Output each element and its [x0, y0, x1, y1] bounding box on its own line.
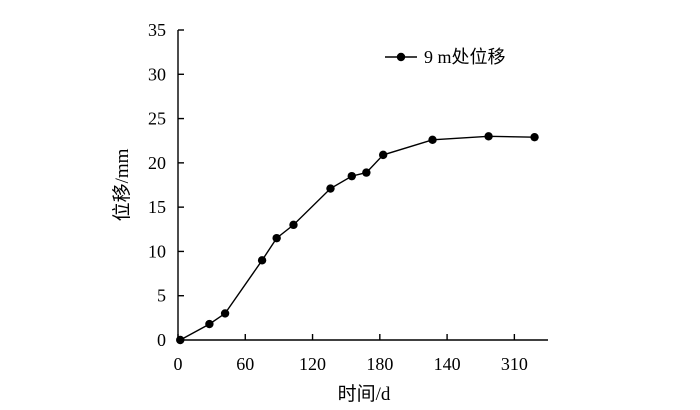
legend: 9 m处位移 — [385, 47, 506, 67]
data-point — [289, 220, 298, 230]
y-axis-ticks: 0 5 10 15 20 25 30 35 — [148, 20, 184, 350]
x-tick-label: 60 — [236, 354, 254, 374]
data-point — [257, 256, 267, 265]
y-tick-label: 35 — [148, 20, 166, 40]
data-point — [428, 135, 437, 145]
series-layer — [176, 132, 539, 345]
x-axis-title: 时间/d — [338, 383, 391, 405]
x-tick-label: 0 — [174, 354, 183, 374]
data-point — [326, 184, 335, 193]
legend-marker — [396, 52, 406, 62]
data-point — [220, 309, 230, 318]
y-tick-label: 20 — [148, 153, 166, 173]
series-line — [179, 135, 535, 341]
x-tick-label: 120 — [299, 354, 326, 374]
data-point — [362, 168, 371, 177]
x-tick-label: 180 — [366, 354, 393, 374]
x-tick-label: 140 — [434, 354, 461, 374]
data-point — [530, 132, 539, 142]
data-point — [378, 150, 388, 160]
y-tick-label: 15 — [148, 197, 166, 217]
y-tick-label: 5 — [157, 286, 166, 306]
data-point — [484, 132, 493, 141]
data-point — [272, 233, 281, 243]
legend-label: 9 m处位移 — [424, 47, 506, 67]
x-tick-label: 310 — [501, 354, 528, 374]
data-point — [205, 319, 214, 329]
y-tick-label: 10 — [148, 241, 166, 261]
y-tick-label: 0 — [157, 330, 166, 350]
y-tick-label: 30 — [148, 64, 166, 84]
y-tick-label: 25 — [148, 109, 166, 129]
x-axis-ticks: 0 60 120 180 140 310 — [174, 334, 528, 374]
y-axis-title: 位移/mm — [111, 148, 133, 221]
axes — [177, 30, 548, 341]
data-point — [347, 171, 356, 181]
data-point — [176, 335, 185, 345]
